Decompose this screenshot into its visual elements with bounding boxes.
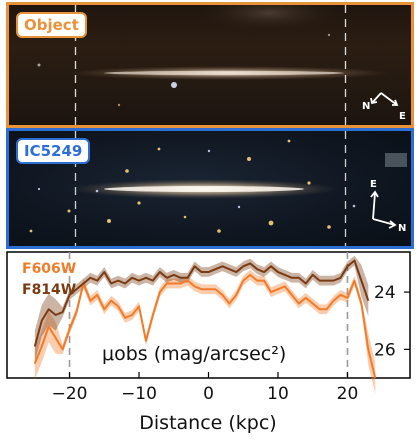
ic5249-compass	[370, 190, 397, 229]
compass-n-label: N	[398, 223, 406, 234]
object-image: N E	[37, 5, 406, 125]
series-line-f606w	[33, 273, 377, 379]
legend-entry-f606w: F606W	[22, 261, 76, 277]
y-tick-label: 26	[374, 340, 396, 360]
surface-brightness-plot: −20 −10 0 10 20 24 26 F606W F814W μobs (mag/a…	[6, 251, 411, 434]
x-tick-label: 0	[203, 384, 214, 404]
object-star	[171, 82, 177, 88]
y-tick-label: 24	[374, 283, 396, 303]
ic5249-label: IC5249	[16, 138, 91, 164]
x-tick-label: 20	[337, 384, 359, 404]
x-tick-label: −10	[121, 384, 157, 404]
band-f814w	[34, 255, 369, 363]
object-compass	[370, 92, 399, 106]
x-tick-label: 10	[267, 384, 289, 404]
object-label: Object	[16, 12, 87, 38]
compass-e-label: E	[399, 111, 406, 122]
object-image-panel: N E Object	[6, 2, 414, 128]
legend-entry-f814w: F814W	[22, 282, 76, 298]
compass-e-label: E	[370, 179, 377, 190]
x-tick-label: −20	[52, 384, 88, 404]
compass-n-label: N	[362, 101, 370, 112]
x-axis-label: Distance (kpc)	[139, 412, 276, 434]
series-line-f814w	[33, 259, 370, 347]
ic5249-image-panel: E N IC5249	[6, 128, 414, 249]
y-axis-label: μobs (mag/arcsec²)	[102, 343, 286, 365]
